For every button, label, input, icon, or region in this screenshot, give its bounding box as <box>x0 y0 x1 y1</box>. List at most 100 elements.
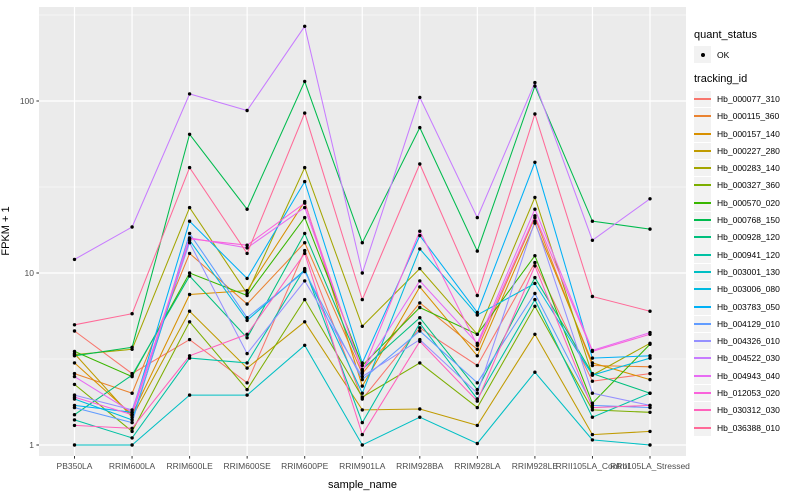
x-tick-label: RRIM600PE <box>281 461 329 471</box>
data-point <box>130 436 134 440</box>
data-point <box>533 219 537 223</box>
data-point <box>245 316 249 320</box>
data-point <box>475 423 479 428</box>
x-tick-label: RRIM928LA <box>454 461 501 471</box>
legend-item: Hb_000928_120 <box>694 229 799 246</box>
data-point <box>360 363 364 368</box>
legend-block-tracking-id: tracking_id Hb_000077_310 Hb_000115_360 Hb… <box>694 73 799 436</box>
data-point <box>130 426 134 430</box>
data-point <box>72 418 77 422</box>
line-swatch-icon <box>694 253 711 256</box>
data-point <box>648 377 652 382</box>
legend-key-swatch <box>694 246 711 263</box>
data-point <box>475 215 479 220</box>
legend-item: Hb_003783_050 <box>694 298 799 315</box>
data-point <box>418 266 422 271</box>
x-tick-label: PB350LA <box>57 461 93 471</box>
data-point <box>418 326 422 330</box>
data-point <box>187 354 192 358</box>
data-point <box>590 356 595 360</box>
data-point <box>590 391 595 395</box>
data-point <box>418 316 422 320</box>
x-tick-label: RRIM600SE <box>224 461 272 471</box>
legend-block-quant-status: quant_status OK <box>694 29 799 63</box>
line-swatch-icon <box>694 219 711 222</box>
data-point <box>418 95 422 100</box>
legend-item-label: Hb_004326_010 <box>717 336 780 347</box>
legend-item-label: Hb_036388_010 <box>717 422 780 433</box>
data-point <box>245 246 249 250</box>
data-point <box>245 332 249 336</box>
data-point <box>360 324 364 328</box>
legend-label-ok: OK <box>717 49 730 60</box>
legend-item: Hb_000227_280 <box>694 142 799 160</box>
data-point <box>72 423 77 428</box>
data-point <box>72 257 77 262</box>
data-point <box>475 293 479 298</box>
data-point <box>475 363 479 368</box>
x-tick-label: RRII105LA_Control <box>556 461 630 471</box>
data-point <box>475 391 479 395</box>
data-point <box>418 407 422 411</box>
data-point <box>187 241 192 245</box>
data-point <box>418 233 422 238</box>
data-point <box>72 354 77 358</box>
data-point <box>533 214 537 218</box>
y-tick-label: 10 <box>25 268 35 278</box>
line-swatch-icon <box>694 391 711 394</box>
data-point <box>187 132 192 136</box>
data-point <box>72 443 77 447</box>
data-point <box>245 361 249 365</box>
data-point <box>533 304 537 308</box>
legend-item: Hb_000115_360 <box>694 107 799 125</box>
line-swatch-icon <box>694 97 711 100</box>
data-point <box>130 415 134 419</box>
data-point <box>130 418 134 422</box>
data-point <box>303 320 307 324</box>
data-point <box>72 361 77 365</box>
data-point <box>303 241 307 245</box>
data-point <box>475 332 479 336</box>
data-point <box>648 332 652 336</box>
line-swatch-icon <box>694 115 711 118</box>
data-point <box>130 373 134 377</box>
data-point <box>303 251 307 256</box>
x-tick-label: RRIM928BA <box>396 461 444 471</box>
data-point <box>475 347 479 351</box>
x-tick-label: RRIM600LA <box>109 461 156 471</box>
data-point <box>418 361 422 365</box>
legend-item-label: Hb_030312_030 <box>717 405 780 416</box>
data-point <box>590 405 595 410</box>
line-swatch-icon <box>694 305 711 308</box>
data-point <box>130 408 134 412</box>
legend-key-swatch <box>694 90 711 108</box>
data-point <box>590 219 595 223</box>
legend-item: Hb_000283_140 <box>694 159 799 177</box>
legend-key-swatch <box>694 263 711 281</box>
point-icon <box>700 52 705 57</box>
legend-item-label: Hb_003783_050 <box>717 301 780 312</box>
data-point <box>130 413 134 417</box>
data-point <box>245 293 249 298</box>
data-point <box>533 195 537 200</box>
legend-key-swatch <box>694 125 711 142</box>
legend-key-swatch <box>694 419 711 436</box>
line-swatch-icon <box>694 270 711 273</box>
data-point <box>533 260 537 265</box>
legend-key-swatch <box>694 350 711 367</box>
data-point <box>648 227 652 231</box>
data-point <box>187 92 192 96</box>
data-point <box>360 377 364 382</box>
data-point <box>303 343 307 347</box>
x-axis-title: sample_name <box>327 479 398 491</box>
line-swatch-icon <box>694 409 711 412</box>
legend-key-swatch <box>694 142 711 160</box>
data-point <box>187 205 192 210</box>
data-point <box>533 112 537 116</box>
legend-item: Hb_004522_030 <box>694 350 799 367</box>
legend-item-label: Hb_000941_120 <box>717 249 780 260</box>
line-swatch-icon <box>694 149 711 152</box>
data-point <box>360 374 364 379</box>
data-point <box>475 343 479 347</box>
